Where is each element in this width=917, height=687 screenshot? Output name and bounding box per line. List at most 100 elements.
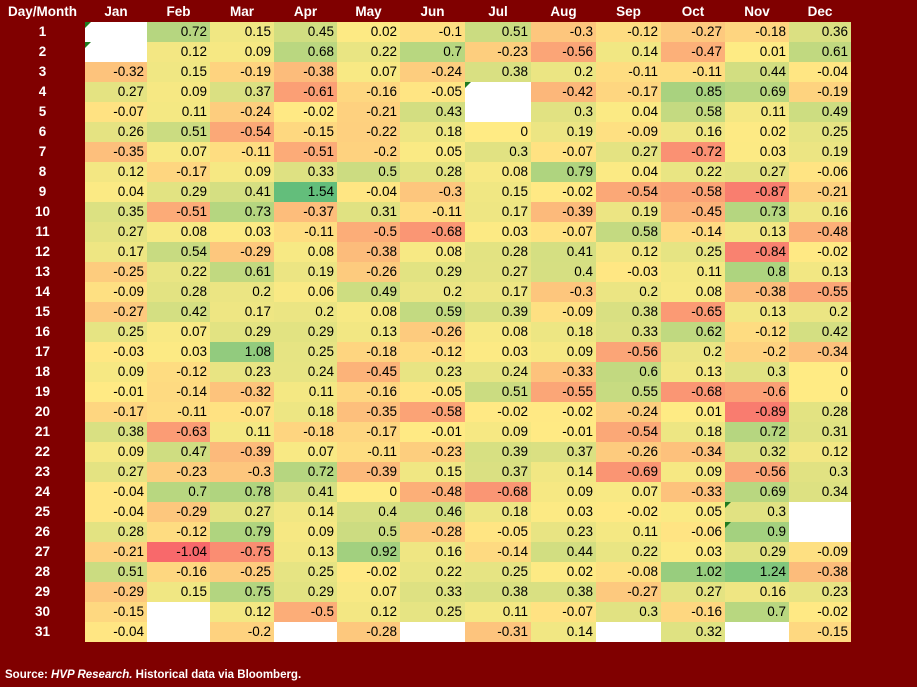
value-cell[interactable]: 0.3 — [789, 462, 851, 482]
row-header-28[interactable]: 28 — [34, 564, 51, 579]
value-cell[interactable]: -0.31 — [465, 622, 531, 642]
value-cell[interactable]: 0.29 — [147, 182, 210, 202]
value-cell[interactable]: 0.11 — [210, 422, 274, 442]
value-cell[interactable]: 0.22 — [661, 162, 725, 182]
value-cell[interactable]: 0.2 — [210, 282, 274, 302]
value-cell[interactable]: -0.17 — [85, 402, 147, 422]
value-cell[interactable]: 0.3 — [465, 142, 531, 162]
value-cell[interactable]: 0.22 — [337, 42, 400, 62]
value-cell[interactable]: -0.2 — [210, 622, 274, 642]
value-cell[interactable]: -0.09 — [85, 282, 147, 302]
value-cell[interactable]: -0.14 — [661, 222, 725, 242]
value-cell[interactable]: 0.44 — [725, 62, 789, 82]
row-header-8[interactable]: 8 — [38, 164, 47, 179]
value-cell[interactable]: 0.23 — [789, 582, 851, 602]
row-header-27[interactable]: 27 — [34, 544, 51, 559]
value-cell[interactable]: 0.41 — [274, 482, 337, 502]
value-cell[interactable]: -0.58 — [661, 182, 725, 202]
value-cell[interactable]: -0.2 — [725, 342, 789, 362]
value-cell[interactable]: 0.28 — [400, 162, 465, 182]
value-cell[interactable]: -0.12 — [400, 342, 465, 362]
value-cell[interactable]: 0 — [789, 382, 851, 402]
value-cell[interactable]: -0.12 — [596, 22, 661, 42]
value-cell[interactable]: -0.6 — [725, 382, 789, 402]
header-sep[interactable]: Sep — [616, 4, 641, 19]
value-cell[interactable]: 0.4 — [531, 262, 596, 282]
value-cell[interactable]: -0.54 — [596, 422, 661, 442]
value-cell[interactable]: -0.54 — [210, 122, 274, 142]
value-cell[interactable] — [725, 622, 789, 642]
value-cell[interactable]: 1.54 — [274, 182, 337, 202]
row-header-29[interactable]: 29 — [34, 584, 51, 599]
value-cell[interactable]: 0.15 — [210, 22, 274, 42]
value-cell[interactable]: 0.51 — [465, 22, 531, 42]
value-cell[interactable]: 0.29 — [400, 262, 465, 282]
value-cell[interactable]: -0.3 — [531, 282, 596, 302]
row-header-2[interactable]: 2 — [38, 44, 47, 59]
value-cell[interactable]: -0.07 — [531, 222, 596, 242]
value-cell[interactable]: -0.24 — [400, 62, 465, 82]
value-cell[interactable]: 0.38 — [85, 422, 147, 442]
value-cell[interactable]: 0.08 — [147, 222, 210, 242]
value-cell[interactable]: -0.05 — [465, 522, 531, 542]
value-cell[interactable]: 0.31 — [337, 202, 400, 222]
value-cell[interactable]: -0.11 — [596, 62, 661, 82]
value-cell[interactable]: -0.15 — [789, 622, 851, 642]
value-cell[interactable] — [147, 602, 210, 622]
value-cell[interactable]: -0.01 — [400, 422, 465, 442]
value-cell[interactable]: -0.02 — [274, 102, 337, 122]
value-cell[interactable]: 0.09 — [85, 442, 147, 462]
value-cell[interactable]: 0.03 — [725, 142, 789, 162]
value-cell[interactable]: -0.18 — [274, 422, 337, 442]
value-cell[interactable]: 0.3 — [725, 502, 789, 522]
value-cell[interactable]: 0.09 — [661, 462, 725, 482]
value-cell[interactable]: 0.27 — [725, 162, 789, 182]
value-cell[interactable]: 0.01 — [661, 402, 725, 422]
value-cell[interactable] — [400, 622, 465, 642]
value-cell[interactable]: 0.42 — [147, 302, 210, 322]
value-cell[interactable]: 0.16 — [789, 202, 851, 222]
value-cell[interactable]: 0.27 — [661, 582, 725, 602]
row-header-10[interactable]: 10 — [34, 204, 51, 219]
value-cell[interactable]: -0.07 — [531, 142, 596, 162]
value-cell[interactable]: 1.08 — [210, 342, 274, 362]
value-cell[interactable]: -0.68 — [661, 382, 725, 402]
value-cell[interactable]: -0.61 — [274, 82, 337, 102]
value-cell[interactable]: 0.61 — [210, 262, 274, 282]
row-header-1[interactable]: 1 — [38, 24, 47, 39]
row-header-20[interactable]: 20 — [34, 404, 51, 419]
value-cell[interactable]: 0.11 — [661, 262, 725, 282]
value-cell[interactable]: 0.29 — [274, 322, 337, 342]
value-cell[interactable]: 0.72 — [725, 422, 789, 442]
value-cell[interactable]: -0.09 — [596, 122, 661, 142]
value-cell[interactable]: -0.11 — [210, 142, 274, 162]
value-cell[interactable]: 0.24 — [465, 362, 531, 382]
row-header-13[interactable]: 13 — [34, 264, 51, 279]
value-cell[interactable]: 0.13 — [661, 362, 725, 382]
value-cell[interactable]: -0.38 — [337, 242, 400, 262]
row-header-6[interactable]: 6 — [38, 124, 47, 139]
value-cell[interactable]: 0.75 — [210, 582, 274, 602]
value-cell[interactable]: 0.14 — [531, 622, 596, 642]
value-cell[interactable]: 0.17 — [85, 242, 147, 262]
value-cell[interactable]: 0.13 — [789, 262, 851, 282]
value-cell[interactable]: -0.32 — [85, 62, 147, 82]
value-cell[interactable]: 0.31 — [789, 422, 851, 442]
value-cell[interactable]: -0.24 — [210, 102, 274, 122]
value-cell[interactable]: -0.06 — [789, 162, 851, 182]
value-cell[interactable]: 0.03 — [661, 542, 725, 562]
value-cell[interactable]: 0.18 — [531, 322, 596, 342]
value-cell[interactable]: 0.36 — [789, 22, 851, 42]
value-cell[interactable]: -0.09 — [789, 542, 851, 562]
value-cell[interactable]: 0.13 — [274, 542, 337, 562]
row-header-21[interactable]: 21 — [34, 424, 51, 439]
value-cell[interactable]: -0.63 — [147, 422, 210, 442]
row-header-15[interactable]: 15 — [34, 304, 51, 319]
row-header-7[interactable]: 7 — [38, 144, 47, 159]
value-cell[interactable]: 0.28 — [465, 242, 531, 262]
value-cell[interactable]: 0.12 — [789, 442, 851, 462]
value-cell[interactable]: -0.02 — [789, 602, 851, 622]
value-cell[interactable]: 0.28 — [85, 522, 147, 542]
value-cell[interactable]: 0.23 — [400, 362, 465, 382]
value-cell[interactable]: -0.17 — [147, 162, 210, 182]
